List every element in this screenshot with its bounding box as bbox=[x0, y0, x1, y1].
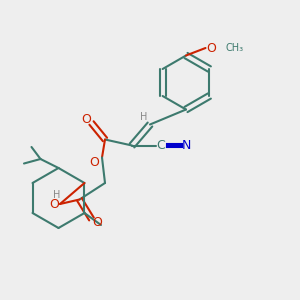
Text: N: N bbox=[182, 139, 192, 152]
Text: O: O bbox=[49, 197, 59, 211]
Text: O: O bbox=[81, 113, 91, 127]
Text: C: C bbox=[156, 139, 165, 152]
Text: H: H bbox=[140, 112, 148, 122]
Text: H: H bbox=[53, 190, 61, 200]
Text: O: O bbox=[93, 215, 102, 229]
Text: CH₃: CH₃ bbox=[225, 43, 243, 53]
Text: O: O bbox=[90, 155, 99, 169]
Text: O: O bbox=[207, 41, 216, 55]
